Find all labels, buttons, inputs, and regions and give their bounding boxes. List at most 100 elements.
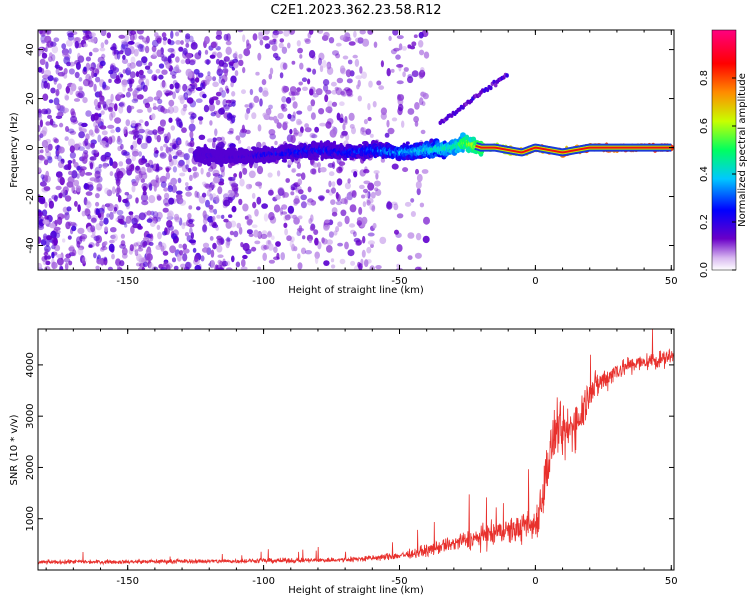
spectrum-noise-point [157,231,162,240]
spectrum-noise-point [93,113,99,121]
spectrum-noise-point [341,130,348,136]
spectrum-noise-point [202,224,208,233]
spectrum-noise-point [197,161,203,167]
spectrum-noise-point [270,235,275,240]
spectrum-noise-point [164,109,171,114]
spectrum-noise-point [398,43,403,51]
spectrum-noise-point [140,193,149,202]
spectrum-noise-point [120,143,124,150]
spectrum-noise-point [390,68,395,73]
spectrum-noise-point [293,127,297,134]
x-tick-label: -150 [116,576,139,587]
spectrum-noise-point [230,182,238,189]
spectrum-noise-point [238,53,243,60]
spectrum-noise-point [63,165,70,170]
spectrum-noise-point [415,168,419,175]
spectrum-noise-point [109,157,113,167]
spectrum-noise-point [386,200,392,209]
spectrum-noise-point [208,187,212,192]
spectrum-noise-point [95,265,100,270]
spectrum-noise-point [152,215,157,221]
spectrum-noise-point [211,181,216,185]
spectrum-noise-point [38,50,41,57]
spectrum-noise-point [45,138,51,144]
spectrum-noise-point [135,60,143,67]
spectrum-noise-point [58,192,63,199]
spectrum-noise-point [131,185,136,193]
spectrum-noise-point [329,129,337,138]
spectrum-noise-point [185,185,192,192]
spectrum-noise-point [56,111,64,117]
spectrum-noise-point [86,201,92,209]
spectrum-noise-point [41,80,45,89]
spectrum-noise-point [155,216,161,222]
spectrum-noise-point [188,205,193,210]
snr-line [38,329,674,566]
spectrum-noise-point [328,37,335,44]
spectrum-noise-point [289,86,297,94]
spectrogram-frame [37,29,675,271]
spectrum-noise-point [418,71,424,79]
spectrum-noise-point [302,235,306,240]
spectrum-noise-point [228,103,233,107]
spectrum-noise-point [38,66,43,73]
spectrum-noise-point [339,117,344,124]
spectrum-noise-point [178,121,183,129]
spectrum-noise-point [112,42,117,50]
spectrum-noise-point [88,244,93,248]
spectrum-noise-point [280,252,286,261]
spectrum-noise-point [124,191,130,196]
colorbar-label: Normalized spectral amplitude [737,73,748,227]
spectrum-noise-point [110,111,116,118]
spectrum-noise-point [384,132,390,138]
spectrum-noise-point [169,83,174,90]
spectrum-noise-point [281,85,288,94]
spectrum-noise-point [244,112,249,121]
spectrum-noise-point [394,229,399,235]
spectrum-noise-point [321,237,325,244]
spectrum-noise-point [173,66,180,73]
spectrum-noise-point [291,167,297,173]
spectrum-noise-point [328,180,332,188]
spectrum-noise-point [218,108,225,115]
spectrum-noise-point [306,67,312,72]
spectrum-noise-point [67,235,72,240]
spectrum-noise-point [230,75,237,84]
spectrum-noise-point [93,252,97,259]
spectrum-noise-point [168,99,175,107]
spectrum-noise-point [185,182,189,187]
spectrum-noise-point [308,218,313,225]
spectrum-noise-point [280,61,287,71]
spectrum-noise-point [347,249,355,257]
spectrum-noise-point [95,193,100,199]
spectrum-noise-point [304,127,312,133]
spectrum-noise-point [99,220,104,227]
spectrum-noise-point [202,93,207,99]
spectrum-noise-point [46,235,53,240]
spectrum-noise-point [414,102,420,110]
spectrum-ridge-point [405,141,410,145]
spectrum-noise-point [129,71,136,79]
spectrum-noise-point [163,187,169,192]
spectrum-noise-point [331,187,336,194]
spectrum-noise-point [290,191,295,196]
spectrum-noise-point [174,82,180,89]
spectrum-noise-point [68,48,72,55]
spectrum-noise-point [272,115,278,122]
spectrum-noise-point [415,232,422,241]
spectrum-noise-point [264,43,271,49]
spectrum-noise-point [376,80,382,86]
spectrum-noise-point [108,69,114,75]
spectrum-noise-point [121,253,128,259]
spectrum-noise-point [361,216,368,225]
spectrum-noise-point [279,72,284,79]
spectrum-noise-point [415,232,422,241]
spectrum-noise-point [117,195,122,203]
spectrum-noise-point [371,205,376,212]
spectrum-noise-point [360,126,365,135]
spectrum-noise-point [159,242,167,251]
spectrum-noise-point [420,67,425,73]
spectrum-noise-point [273,256,280,261]
spectrum-noise-point [212,140,216,149]
spectrum-ridge-point [464,134,470,140]
